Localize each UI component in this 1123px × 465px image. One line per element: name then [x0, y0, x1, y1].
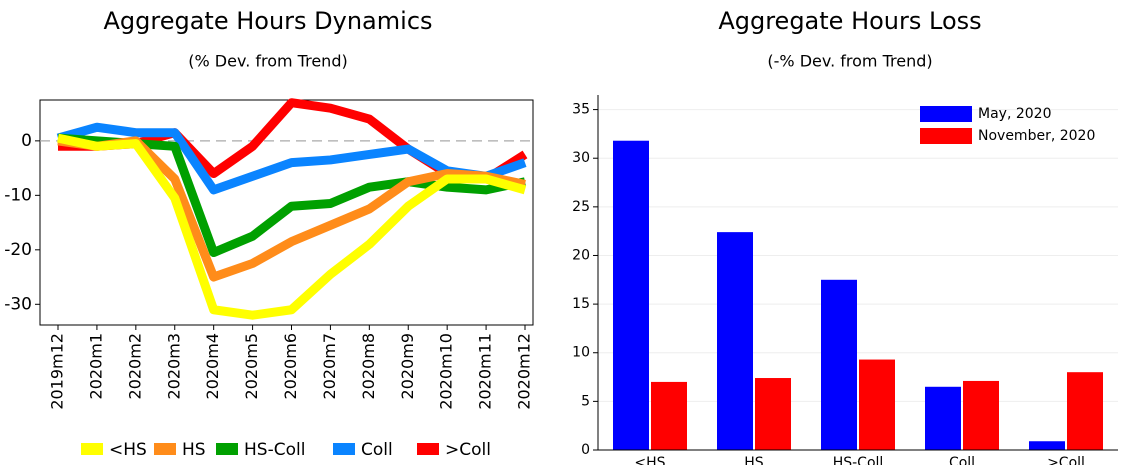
- bar: [717, 232, 753, 450]
- x-tick-label: HS-Coll: [833, 455, 884, 465]
- x-tick-label: 2020m3: [164, 333, 183, 399]
- y-tick-label: 0: [581, 442, 590, 458]
- legend-swatch: [920, 106, 972, 122]
- chart-subtitle: (% Dev. from Trend): [188, 52, 347, 71]
- bar: [1067, 372, 1103, 450]
- x-tick-label: 2020m1: [86, 333, 105, 399]
- y-tick-label: 25: [572, 199, 590, 215]
- y-tick-label: 5: [581, 393, 590, 409]
- chart-title: Aggregate Hours Loss: [718, 7, 981, 35]
- bar: [651, 381, 687, 450]
- legend-swatch: [920, 128, 972, 144]
- bar: [613, 140, 649, 450]
- legend-label: May, 2020: [978, 106, 1051, 122]
- legend-swatch: [81, 443, 103, 455]
- bar: [821, 279, 857, 450]
- y-tick-label: -10: [4, 185, 32, 205]
- y-tick-label: 30: [572, 150, 590, 166]
- legend-label: >Coll: [445, 440, 491, 460]
- legend-label: HS-Coll: [244, 440, 305, 460]
- x-tick-label: 2020m7: [320, 333, 339, 399]
- bar: [1029, 441, 1065, 450]
- plot-frame: [39, 99, 534, 326]
- x-tick-label: >Coll: [1047, 455, 1085, 465]
- x-tick-label: 2020m6: [281, 333, 300, 399]
- y-tick-label: -30: [4, 294, 32, 314]
- legend-swatch: [154, 443, 176, 455]
- x-tick-label: 2020m12: [515, 333, 534, 410]
- x-tick-label: 2020m2: [125, 333, 144, 399]
- line-series: [57, 133, 526, 258]
- legend-label: November, 2020: [978, 128, 1095, 144]
- legend-swatch: [216, 443, 238, 455]
- x-tick-label: <HS: [634, 455, 665, 465]
- bar: [755, 378, 791, 450]
- y-tick-label: 0: [21, 131, 32, 151]
- legend-swatch: [333, 443, 355, 455]
- legend-label: Coll: [361, 440, 393, 460]
- chart-subtitle: (-% Dev. from Trend): [767, 52, 932, 71]
- chart-title: Aggregate Hours Dynamics: [103, 7, 432, 35]
- x-tick-label: 2020m11: [476, 333, 495, 410]
- bar: [925, 386, 961, 450]
- x-tick-label: Coll: [949, 455, 975, 465]
- y-tick-label: 15: [572, 296, 590, 312]
- y-tick-label: -20: [4, 240, 32, 260]
- legend-swatch: [417, 443, 439, 455]
- bar: [963, 380, 999, 450]
- x-tick-label: 2020m8: [359, 333, 378, 399]
- bar: [859, 359, 895, 450]
- x-tick-label: 2020m5: [242, 333, 261, 399]
- legend-label: <HS: [109, 440, 147, 460]
- x-tick-label: 2019m12: [48, 333, 67, 410]
- x-tick-label: HS: [744, 455, 764, 465]
- x-tick-label: 2020m4: [203, 333, 222, 399]
- y-tick-label: 10: [572, 345, 590, 361]
- y-tick-label: 35: [572, 102, 590, 118]
- x-tick-label: 2020m9: [398, 333, 417, 399]
- x-tick-label: 2020m10: [437, 333, 456, 410]
- legend-label: HS: [182, 440, 206, 460]
- line-series: [57, 133, 527, 320]
- y-tick-label: 20: [572, 247, 590, 263]
